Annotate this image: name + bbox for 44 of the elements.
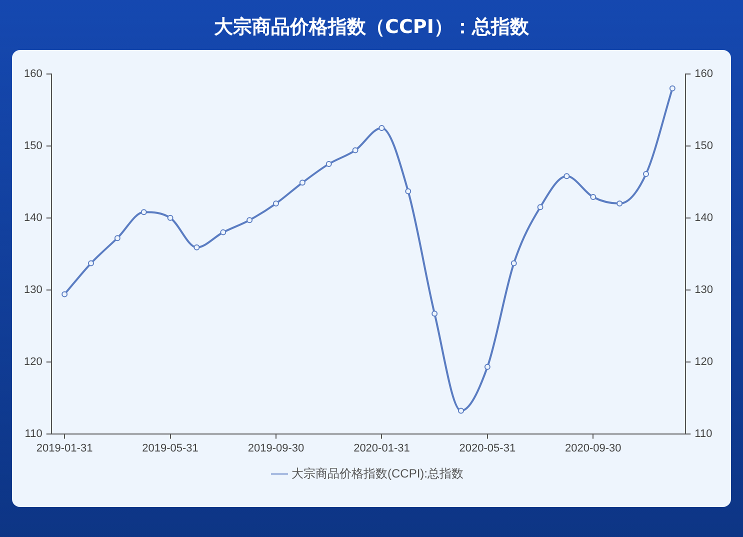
point <box>140 209 147 216</box>
point <box>510 260 517 266</box>
point <box>458 408 464 414</box>
legend-label: 大宗商品价格指数(CCPI):总指数 <box>292 466 464 480</box>
point <box>564 173 570 180</box>
point <box>669 85 676 92</box>
x-tick-label: 2020-01-31 <box>354 442 410 454</box>
point <box>484 364 490 370</box>
y2-tick-label: 160 <box>694 68 714 80</box>
point <box>590 194 596 200</box>
y-tick-label: 120 <box>24 356 42 368</box>
x-tick-label: 2019-05-31 <box>142 442 198 454</box>
point <box>616 200 623 207</box>
point <box>352 147 358 154</box>
y2-tick-label: 140 <box>694 212 714 224</box>
chart-title: 大宗商品价格指数（CCPI）：总指数 <box>213 15 530 40</box>
point <box>326 160 332 167</box>
point <box>432 310 438 317</box>
y-tick-label: 130 <box>24 284 42 296</box>
point <box>114 235 120 242</box>
y-tick-label: 160 <box>24 68 42 80</box>
point <box>405 188 412 194</box>
point <box>246 217 253 224</box>
y-tick-label: 150 <box>24 140 42 152</box>
y-tick-label: 140 <box>24 212 42 224</box>
y2-tick-label: 110 <box>694 428 712 440</box>
x-tick-label: 2019-01-31 <box>36 442 93 454</box>
point <box>62 291 68 298</box>
point <box>220 229 226 236</box>
x-tick-label: 2020-09-30 <box>565 442 622 454</box>
point <box>537 204 544 210</box>
y2-tick-label: 130 <box>694 284 714 296</box>
point <box>299 180 306 186</box>
y-tick-label: 110 <box>24 428 42 440</box>
point <box>167 214 174 221</box>
point <box>194 244 200 250</box>
point <box>273 200 279 207</box>
point <box>88 260 94 266</box>
x-tick-label: 2020-05-31 <box>459 442 516 454</box>
y2-tick-label: 150 <box>694 140 714 152</box>
point <box>378 124 385 131</box>
x-tick-label: 2019-09-30 <box>248 442 304 454</box>
y2-tick-label: 120 <box>694 356 714 368</box>
point <box>643 171 650 178</box>
